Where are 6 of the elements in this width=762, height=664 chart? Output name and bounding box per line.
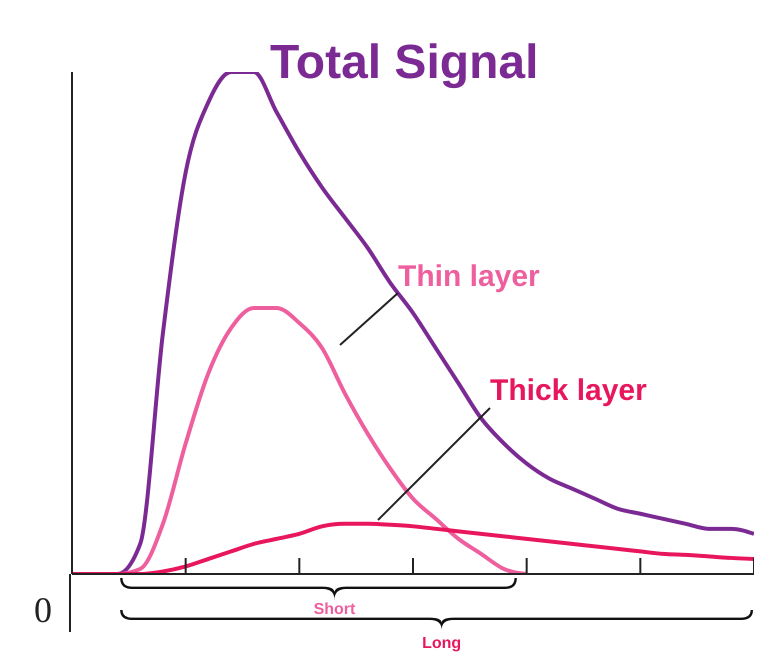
text: Short — [314, 601, 356, 618]
series-label: Total Signal — [270, 36, 538, 89]
text: Thick layer — [490, 374, 648, 407]
text: Long — [422, 635, 462, 652]
text: Thin layer — [398, 260, 540, 293]
text: 0 — [34, 590, 52, 630]
